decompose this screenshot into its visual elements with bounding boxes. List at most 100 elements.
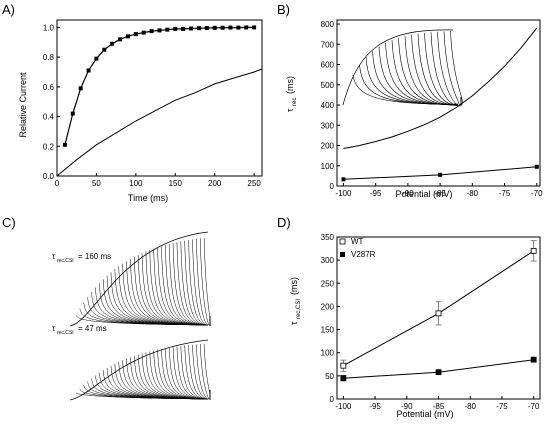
- x-tick-label: 100: [129, 179, 143, 188]
- series-a-fit-line: [64, 26, 255, 145]
- trace-line: [149, 351, 209, 400]
- panel-d-ylabel-tau: τ: [289, 321, 299, 325]
- series-d-point: [435, 310, 442, 317]
- legend-wt-label: WT: [351, 237, 364, 246]
- y-tick-label: 0.8: [43, 53, 55, 62]
- x-tick-label: -85: [433, 402, 445, 411]
- y-tick-label: 300: [321, 121, 335, 130]
- legend-v287r-marker: [340, 252, 345, 257]
- y-tick-label: 0: [330, 182, 335, 191]
- panel-a-xlabel: Time (ms): [128, 193, 168, 203]
- x-tick-label: -90: [402, 189, 414, 198]
- series-a-point: [165, 27, 170, 32]
- panel-letter-a: A): [2, 2, 15, 17]
- x-tick-label: -100: [335, 402, 352, 411]
- series-b-point: [341, 177, 346, 182]
- trace-line: [141, 353, 209, 400]
- panel-c-label-bottom-value: = 47 ms: [78, 324, 107, 333]
- panel-d-ylabel-sub: rec,CSI: [296, 299, 302, 319]
- panel-c-label-bottom-sub: rec,CSI: [57, 330, 74, 336]
- y-tick-label: 800: [321, 20, 335, 29]
- y-tick-label: 50: [325, 372, 334, 381]
- x-tick-label: -95: [369, 402, 381, 411]
- legend-v287r-label: V287R: [351, 250, 376, 259]
- series-a-point: [125, 34, 130, 39]
- trace-line: [203, 237, 211, 326]
- panel-c-label-top-value: = 160 ms: [78, 252, 111, 261]
- panel-b-inset-traces: [342, 29, 463, 107]
- x-tick-label: 0: [55, 179, 60, 188]
- trace-line: [168, 347, 209, 400]
- panel-b-ylabel-tau: τ: [285, 108, 295, 112]
- panel-b-ylabel-unit: (ms): [285, 76, 295, 94]
- y-tick-label: 100: [321, 162, 335, 171]
- panel-c-traces-top: [69, 231, 211, 327]
- series-a-point: [78, 86, 83, 91]
- panel-d-xlabel: Potential (mV): [396, 409, 453, 419]
- panel-b-ylabel: τ rec (ms): [285, 76, 298, 112]
- trace-line: [188, 345, 209, 400]
- panel-b-xlabel: Potential (mV): [395, 189, 452, 199]
- trace-line: [184, 345, 209, 400]
- inset-trace: [385, 42, 459, 106]
- y-tick-label: 200: [321, 142, 335, 151]
- panel-letter-d: D): [277, 215, 291, 230]
- x-tick-label: -100: [335, 189, 352, 198]
- y-tick-label: 0: [330, 395, 335, 404]
- series-a-point: [189, 26, 194, 31]
- panel-d-legend: WT V287R: [339, 237, 376, 259]
- y-tick-label: 600: [321, 61, 335, 70]
- y-tick-label: 1.0: [43, 23, 55, 32]
- trace-line: [184, 240, 209, 326]
- series-a-point: [181, 26, 186, 31]
- y-tick-label: 0.6: [43, 83, 55, 92]
- panel-c-label-bottom: τ rec,CSI = 47 ms: [52, 324, 107, 336]
- inset-trace: [430, 32, 459, 107]
- y-tick-label: 300: [321, 256, 335, 265]
- y-tick-label: 250: [321, 279, 335, 288]
- trace-line: [130, 357, 209, 400]
- trace-envelope: [69, 231, 209, 327]
- panel-d-ylabel-unit: (ms): [289, 277, 299, 295]
- series-d-point: [530, 247, 537, 254]
- x-tick-label: -80: [464, 402, 476, 411]
- panel-letter-b: B): [277, 2, 290, 17]
- panel-c-label-top: τ rec,CSI = 160 ms: [52, 252, 111, 264]
- panel-b-chart: -100 -95 -90 -85 -80 -75 -70 0 100 200 300 400 500 60…: [321, 19, 543, 198]
- y-tick-label: 0.0: [43, 172, 55, 181]
- trace-line: [196, 344, 209, 400]
- panel-c-label-top-sub: rec,CSI: [57, 258, 74, 264]
- series-a-point: [157, 28, 162, 33]
- x-tick-label: 250: [247, 179, 261, 188]
- x-tick-label: -70: [528, 402, 540, 411]
- panel-d-ylabel: τ rec,CSI (ms): [289, 277, 302, 325]
- x-tick-label: -75: [499, 189, 511, 198]
- series-a-point: [149, 29, 154, 34]
- x-tick-label: -90: [401, 402, 413, 411]
- series-a-point: [102, 47, 107, 52]
- series-a-point: [228, 25, 233, 30]
- series-a-point: [173, 26, 178, 31]
- series-a-point: [244, 25, 249, 30]
- trace-envelope: [69, 339, 209, 401]
- series-b-point: [534, 164, 539, 169]
- plot-frame: [56, 19, 263, 177]
- series-b-point: [438, 172, 443, 177]
- x-tick-label: 150: [169, 179, 183, 188]
- inset-trace: [411, 34, 459, 106]
- series-a-point: [118, 37, 123, 42]
- panel-c-label-bottom-tau: τ: [52, 324, 56, 333]
- inset-trace: [443, 31, 460, 107]
- x-tick-label: -70: [531, 189, 543, 198]
- plot-frame: [336, 19, 541, 187]
- trace-line: [180, 241, 209, 326]
- y-tick-label: 500: [321, 81, 335, 90]
- trace-line: [199, 238, 209, 326]
- panel-c-traces-bottom: [69, 339, 211, 401]
- y-tick-label: 100: [321, 349, 335, 358]
- series-a-point: [252, 25, 257, 30]
- x-tick-label: -80: [467, 189, 479, 198]
- series-a-point: [86, 68, 91, 73]
- x-tick-label: 200: [208, 179, 222, 188]
- series-d-point: [340, 362, 347, 369]
